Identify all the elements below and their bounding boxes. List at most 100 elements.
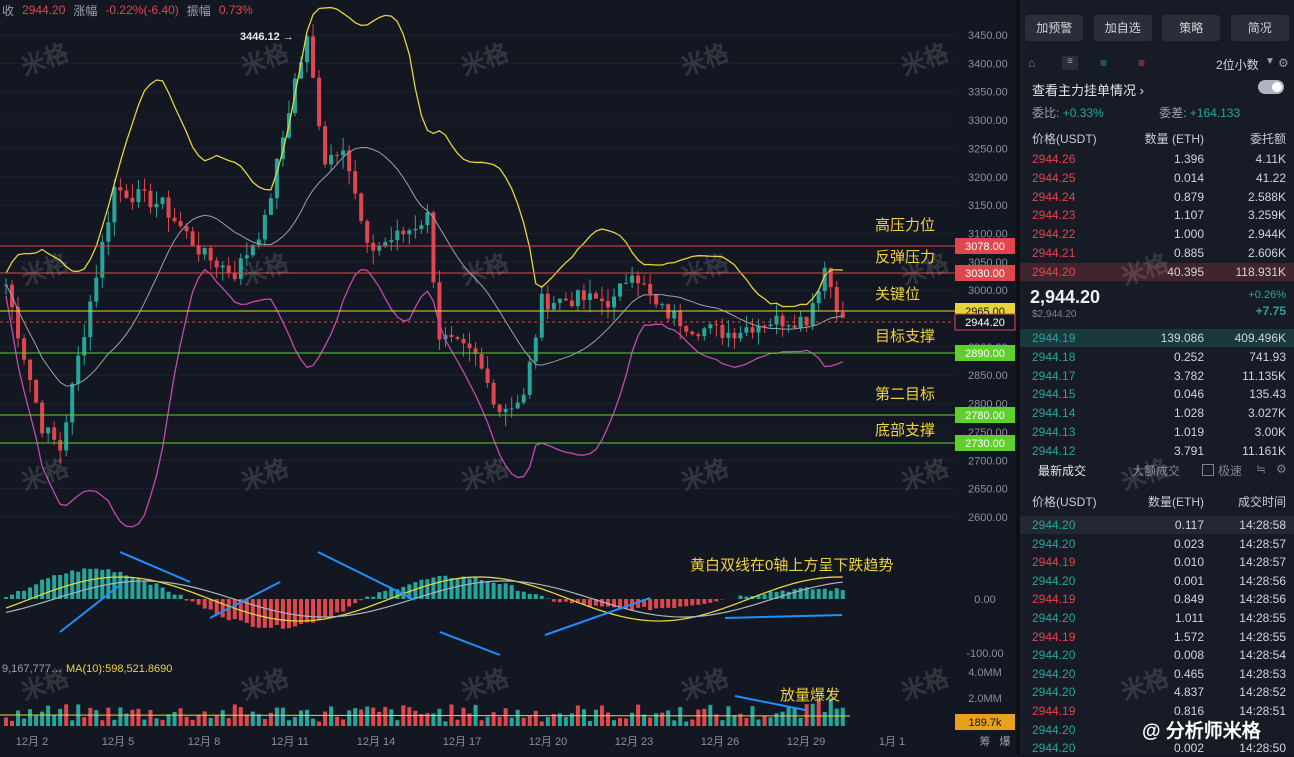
book-bids-icon[interactable]: ≡ <box>1100 56 1107 70</box>
row-total: 741.93 <box>1249 348 1286 366</box>
candle-body <box>775 316 779 325</box>
candle-body <box>696 334 700 336</box>
volume-bar <box>606 713 610 726</box>
overview-button[interactable]: 简况 <box>1231 15 1289 41</box>
volume-bar <box>88 708 92 726</box>
candle-body <box>636 276 640 284</box>
strategy-button[interactable]: 策略 <box>1162 15 1220 41</box>
macd-tick: -100.00 <box>966 648 1003 660</box>
candle-body <box>407 230 411 234</box>
candle-body <box>522 395 526 403</box>
candle-body <box>498 405 502 413</box>
volume-bar <box>510 718 514 726</box>
alert-button[interactable]: 加预警 <box>1025 15 1083 41</box>
candle-body <box>124 190 128 197</box>
macd-bar <box>329 599 333 616</box>
volume-bar <box>365 707 369 726</box>
x-axis-label: 12月 20 <box>529 736 568 748</box>
fast-checkbox[interactable] <box>1202 464 1214 476</box>
chat-icon[interactable]: ⌂ <box>1028 56 1035 70</box>
volume-bar <box>805 704 809 726</box>
candle-body <box>690 332 694 335</box>
amplitude-label: 振幅 <box>187 2 211 19</box>
volume-bar <box>612 720 616 726</box>
macd-bar <box>335 599 339 612</box>
macd-bar <box>546 598 550 599</box>
row-total: 14:28:52 <box>1239 683 1286 701</box>
volume-bar <box>437 709 441 726</box>
macd-bar <box>811 589 815 599</box>
macd-bar <box>52 575 56 599</box>
settings-icon[interactable]: ⚙ <box>1276 462 1287 476</box>
row-total: 14:28:56 <box>1239 572 1286 590</box>
trades-header-qty[interactable]: 数量(ETH) <box>1148 493 1204 511</box>
y-tick-label: 3450.00 <box>968 30 1008 42</box>
settings-gear-icon[interactable]: ⚙ <box>1278 56 1289 70</box>
macd-bar <box>377 592 381 599</box>
volume-bar <box>167 714 171 726</box>
header-total[interactable]: 委托额 <box>1250 130 1286 148</box>
macd-bar <box>793 589 797 599</box>
volume-bar <box>462 708 466 726</box>
candle-body <box>167 197 171 217</box>
book-asks-icon[interactable]: ≡ <box>1138 56 1145 70</box>
filter-icon[interactable]: ≒ <box>1256 462 1266 476</box>
header-price: 价格(USDT) <box>1032 130 1097 148</box>
candle-body <box>239 258 243 279</box>
wc-label: 委差: <box>1159 106 1186 120</box>
row-qty: 1.011 <box>1175 609 1204 627</box>
candle-body <box>335 155 339 156</box>
book-both-icon[interactable]: ≡ <box>1062 56 1078 70</box>
macd-bar <box>564 599 568 602</box>
decimal-select[interactable]: 2位小数 <box>1216 56 1259 73</box>
depth-link[interactable]: 查看主力挂单情况 › <box>1032 80 1144 99</box>
tab-latest-trades[interactable]: 最新成交 <box>1038 462 1086 479</box>
candle-body <box>781 316 785 327</box>
x-axis-label: 12月 14 <box>357 736 396 748</box>
tab-large-trades[interactable]: 大额成交 <box>1132 462 1180 479</box>
watchlist-button[interactable]: 加自选 <box>1094 15 1152 41</box>
header-qty[interactable]: 数量 (ETH) <box>1145 130 1204 148</box>
depth-toggle[interactable] <box>1258 80 1284 94</box>
volume-bar <box>179 708 183 726</box>
volume-bar <box>522 718 526 726</box>
volume-bar <box>155 718 159 726</box>
row-price: 2944.15 <box>1032 385 1075 403</box>
volume-bar <box>275 708 279 726</box>
macd-bar <box>251 599 255 627</box>
candle-body <box>468 343 472 348</box>
row-total: 14:28:57 <box>1239 553 1286 571</box>
volume-bar <box>28 709 32 726</box>
row-total: 118.931K <box>1236 263 1287 281</box>
price-chart[interactable]: 3450.003400.003350.003300.003250.003200.… <box>0 0 1016 754</box>
macd-bar <box>323 599 327 617</box>
volume-bar <box>227 718 231 726</box>
y-tick-label: 3400.00 <box>968 58 1008 70</box>
view-toolbar: ⌂ ≡ ≡ ≡ 2位小数 ▼ ⚙ <box>1028 56 1288 70</box>
